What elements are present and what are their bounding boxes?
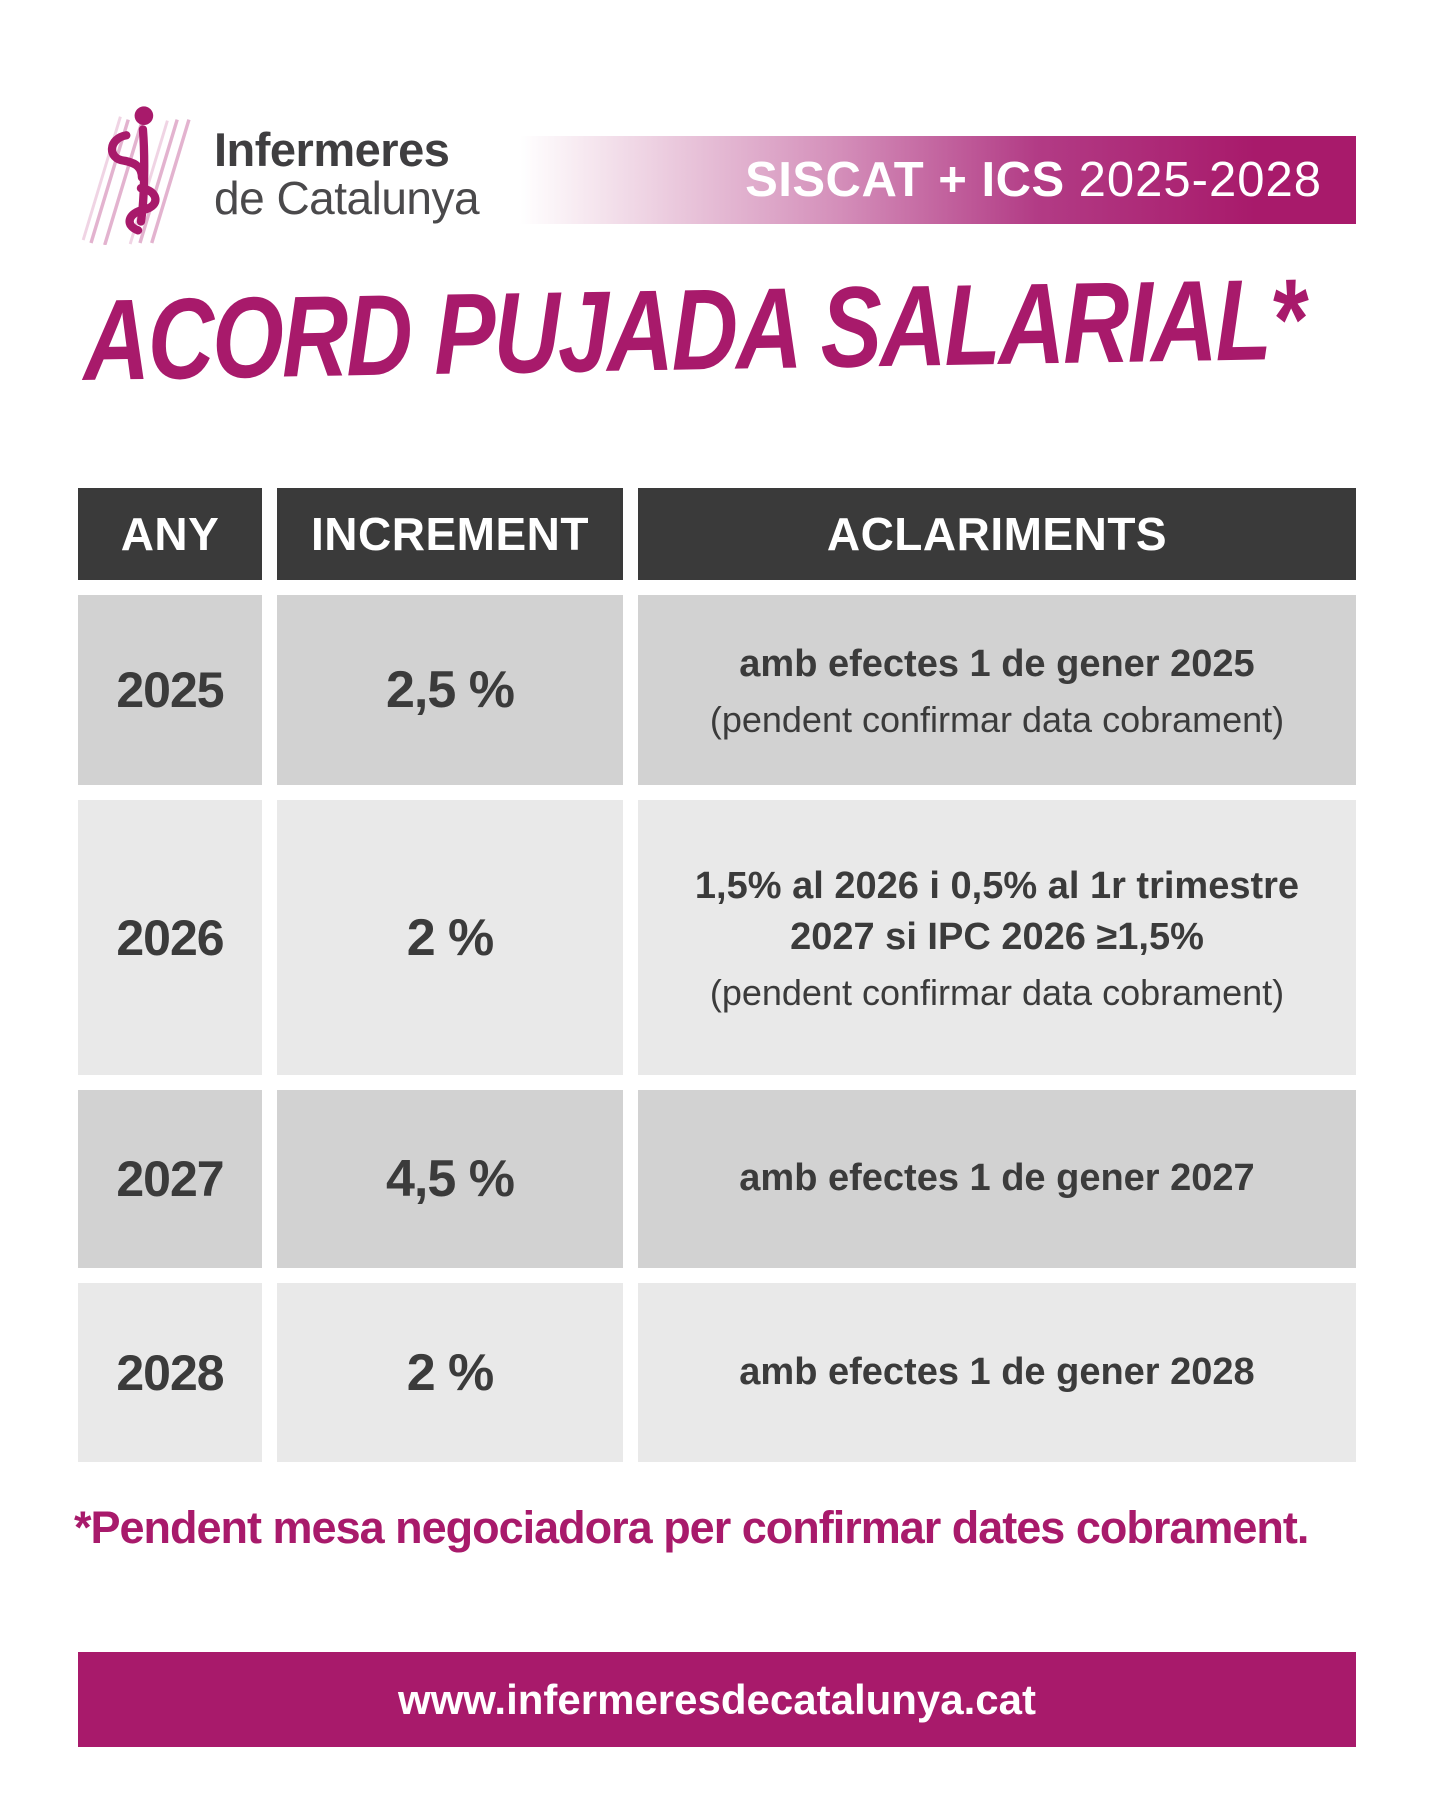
note-main-text: amb efectes 1 de gener 2025 xyxy=(739,642,1255,685)
note-sub-text: (pendent confirmar data cobrament) xyxy=(709,699,1285,741)
table-row-2028-year: 2028 xyxy=(78,1283,262,1462)
footer-bar: www.infermeresdecatalunya.cat xyxy=(78,1652,1356,1747)
edition-banner: SISCAT + ICS 2025-2028 xyxy=(520,136,1356,224)
table-row-2028-note: amb efectes 1 de gener 2028 xyxy=(638,1283,1356,1462)
table-row-2026-increment: 2 % xyxy=(277,800,623,1075)
table-row-2028-increment: 2 % xyxy=(277,1283,623,1462)
salary-table: ANY INCREMENT ACLARIMENTS 2025 2,5 % amb… xyxy=(78,488,1356,1462)
table-row-2026-note: 1,5% al 2026 i 0,5% al 1r trimestre 2027… xyxy=(638,800,1356,1075)
column-header-aclariments: ACLARIMENTS xyxy=(638,488,1356,580)
table-row-2025-year: 2025 xyxy=(78,595,262,785)
table-row-2027-increment: 4,5 % xyxy=(277,1090,623,1268)
table-row-2027-year: 2027 xyxy=(78,1090,262,1268)
table-row-2025-note: amb efectes 1 de gener 2025 (pendent con… xyxy=(638,595,1356,785)
brand-logo-text: Infermeres de Catalunya xyxy=(214,122,480,224)
footnote-text: *Pendent mesa negociadora per confirmar … xyxy=(74,1502,1309,1553)
asclepius-staff-icon xyxy=(81,106,191,245)
column-header-increment: INCREMENT xyxy=(277,488,623,580)
banner-scope-label: SISCAT + ICS xyxy=(745,153,1065,207)
footer-website-link[interactable]: www.infermeresdecatalunya.cat xyxy=(397,1675,1037,1723)
note-main-text: amb efectes 1 de gener 2027 xyxy=(739,1157,1255,1200)
note-main-text: 1,5% al 2026 i 0,5% al 1r trimestre 2027… xyxy=(694,864,1300,958)
brand-logo: Infermeres de Catalunya xyxy=(80,103,480,245)
brand-name-line2: de Catalunya xyxy=(214,171,480,224)
note-main-text: amb efectes 1 de gener 2028 xyxy=(739,1350,1255,1393)
table-row-2027-note: amb efectes 1 de gener 2027 xyxy=(638,1090,1356,1268)
note-sub-text: (pendent confirmar data cobrament) xyxy=(709,972,1285,1014)
page-title: ACORD PUJADA SALARIAL* xyxy=(82,256,1305,405)
column-header-any: ANY xyxy=(78,488,262,580)
table-row-2026-year: 2026 xyxy=(78,800,262,1075)
table-row-2025-increment: 2,5 % xyxy=(277,595,623,785)
brand-name-line1: Infermeres xyxy=(214,122,450,176)
banner-years-label: 2025-2028 xyxy=(1078,153,1322,207)
